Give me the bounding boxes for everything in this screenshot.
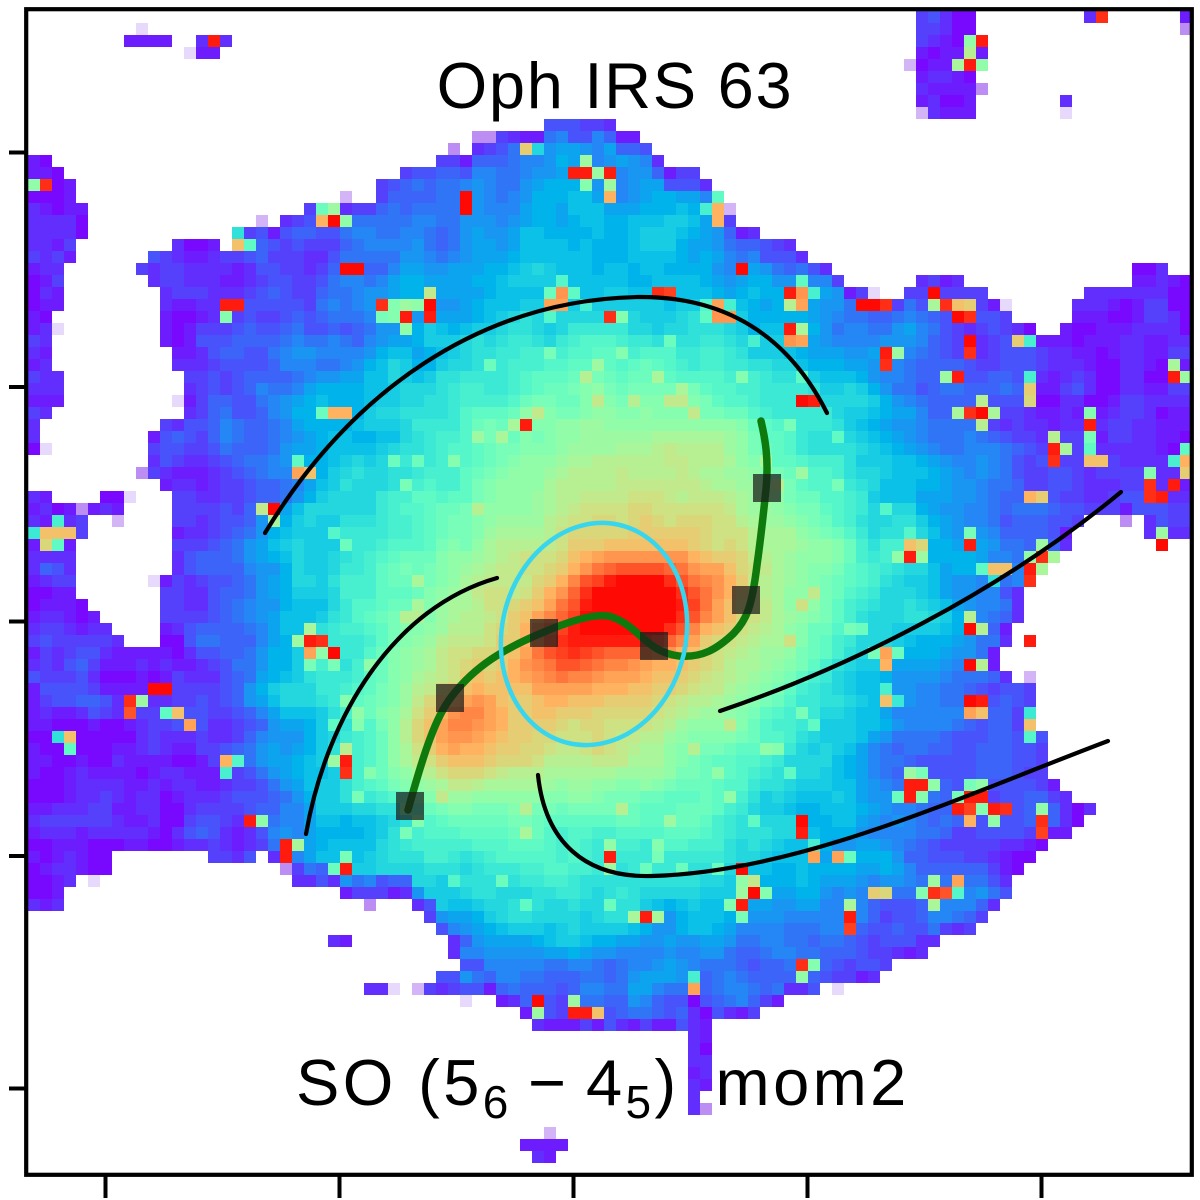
svg-text:Oph IRS 63: Oph IRS 63	[437, 49, 794, 122]
svg-text:SO (56 − 45)mom2: SO (56 − 45) mom2	[296, 1046, 910, 1128]
